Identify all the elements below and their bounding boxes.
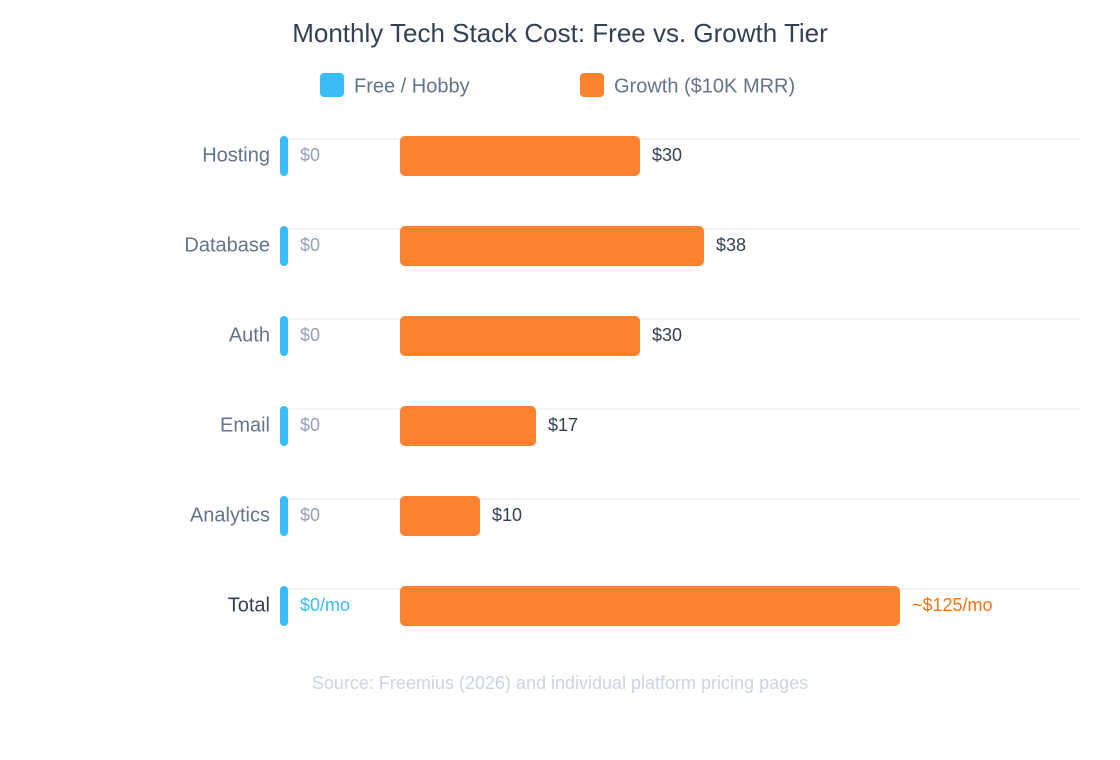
value-label: $0: [300, 235, 320, 255]
value-label: $0: [300, 505, 320, 525]
value-label: $0: [300, 325, 320, 345]
value-label: $0: [300, 145, 320, 165]
legend-label: Free / Hobby: [354, 75, 470, 97]
value-label: $30: [652, 325, 682, 345]
value-label: $17: [548, 415, 578, 435]
chart-title: Monthly Tech Stack Cost: Free vs. Growth…: [292, 18, 828, 48]
bar: [280, 316, 288, 356]
y-tick-label: Total: [228, 594, 270, 616]
value-label: $38: [716, 235, 746, 255]
y-tick-label: Analytics: [190, 504, 270, 526]
bar: [400, 586, 900, 626]
bar: [400, 316, 640, 356]
value-label: $0/mo: [300, 595, 350, 615]
y-tick-label: Auth: [229, 324, 270, 346]
legend-label: Growth ($10K MRR): [614, 75, 795, 97]
legend-swatch: [580, 73, 604, 97]
bar: [400, 226, 704, 266]
source-note: Source: Freemius (2026) and individual p…: [312, 673, 808, 693]
bar: [280, 496, 288, 536]
y-tick-label: Hosting: [202, 144, 270, 166]
bar: [400, 136, 640, 176]
bar: [400, 496, 480, 536]
value-label: $0: [300, 415, 320, 435]
bar: [280, 586, 288, 626]
value-label: ~$125/mo: [912, 595, 993, 615]
bar: [280, 406, 288, 446]
y-tick-label: Email: [220, 414, 270, 436]
bar: [400, 406, 536, 446]
bar: [280, 136, 288, 176]
legend-swatch: [320, 73, 344, 97]
value-label: $30: [652, 145, 682, 165]
bar: [280, 226, 288, 266]
y-tick-label: Database: [184, 234, 270, 256]
value-label: $10: [492, 505, 522, 525]
